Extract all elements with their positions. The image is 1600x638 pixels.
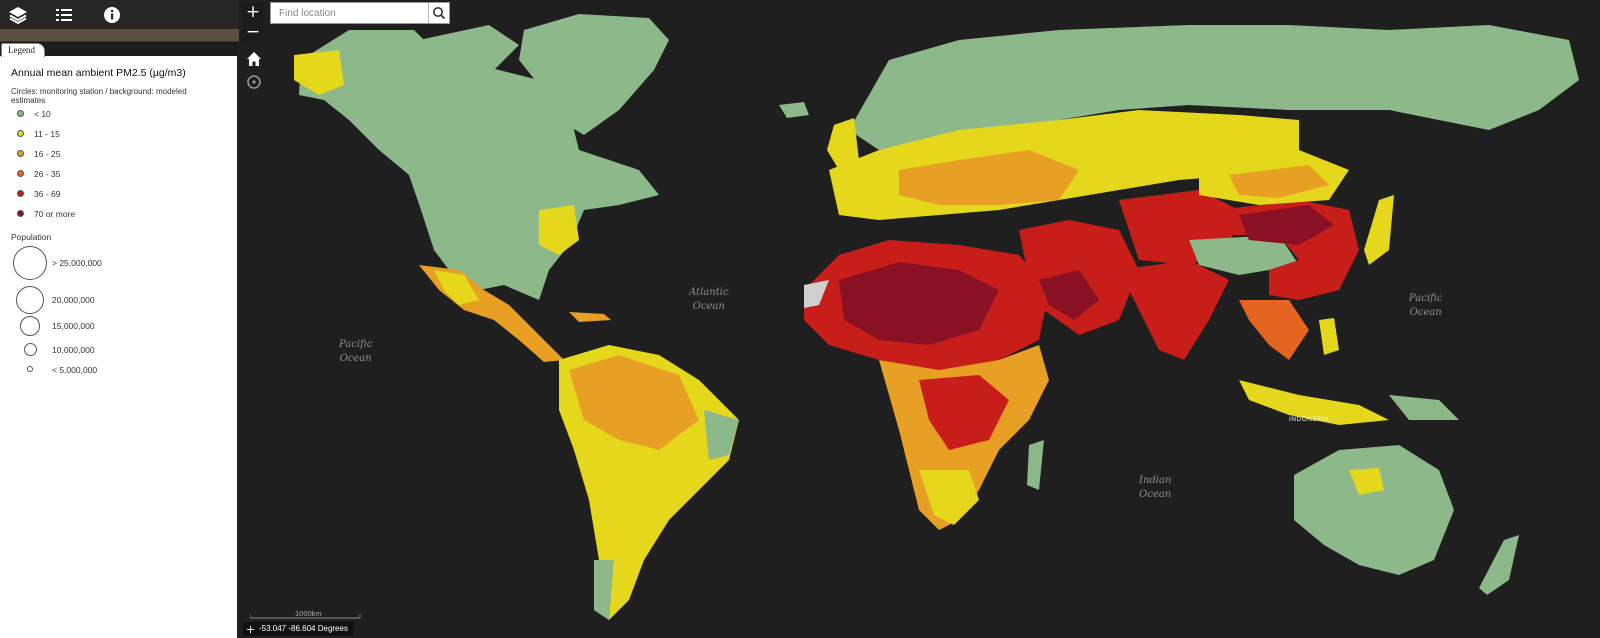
zoom-control: + − (242, 2, 264, 42)
brazil-east-green (704, 410, 739, 460)
legend-panel: Legend Annual mean ambient PM2.5 (µg/m3)… (0, 0, 239, 638)
us-east-yellow (539, 205, 579, 255)
toolbar (0, 0, 239, 29)
europe-orange (899, 150, 1079, 205)
zoom-out-button[interactable]: − (242, 22, 264, 42)
china-darkred (1239, 205, 1334, 245)
locate-icon[interactable] (245, 73, 263, 91)
population-label: < 5,000,000 (52, 365, 98, 375)
philippines-land (1319, 318, 1339, 355)
mongolia-orange (1229, 165, 1329, 198)
caribbean-islands (569, 312, 611, 322)
class-swatch (17, 190, 24, 197)
southern-africa-yellow (919, 470, 979, 525)
scandinavia-land (899, 60, 979, 140)
tab-bar (0, 42, 239, 56)
central-africa-red (919, 375, 1009, 450)
class-label: 36 - 69 (34, 189, 61, 199)
population-circle (27, 366, 33, 372)
new-zealand-land (1479, 535, 1519, 595)
indonesia-land (1239, 380, 1389, 425)
class-swatch (17, 170, 24, 177)
mexico-yellow (434, 270, 479, 305)
ocean-label-pacific-east: Pacific Ocean (1409, 293, 1443, 318)
tibet-green (1189, 235, 1299, 275)
search-input[interactable] (271, 3, 429, 23)
eurasia-green (849, 25, 1579, 150)
scalebar-label: 1000km (295, 609, 322, 618)
class-label: 26 - 35 (34, 169, 61, 179)
tab-legend[interactable]: Legend (1, 43, 45, 57)
map-canvas[interactable]: Atlantic Ocean Pacific Ocean Pacific Oce… (239, 0, 1600, 638)
header-strip (0, 29, 239, 42)
australia-land (1294, 445, 1454, 575)
india-red (1119, 260, 1229, 360)
south-america-orange (569, 355, 699, 450)
uk-land (827, 118, 859, 170)
home-icon[interactable] (244, 49, 264, 69)
population-label: 20,000,000 (52, 295, 95, 305)
sahara-darkred (839, 262, 999, 345)
population-circle (16, 286, 44, 314)
population-label: 10,000,000 (52, 345, 95, 355)
search-icon (433, 7, 446, 20)
ocean-label-atlantic: Atlantic Ocean (689, 287, 729, 312)
class-swatch (17, 130, 24, 137)
population-title: Population (11, 232, 52, 242)
ocean-label-indian: Indian Ocean (1139, 475, 1172, 500)
layers-icon[interactable] (6, 3, 30, 27)
world-map[interactable] (239, 0, 1600, 638)
class-label: 11 - 15 (34, 129, 60, 139)
ocean-label-pacific-west: Pacific Ocean (339, 339, 373, 364)
class-swatch (17, 210, 24, 217)
legend-title: Annual mean ambient PM2.5 (µg/m3) (11, 67, 186, 79)
western-sahara-grey (804, 280, 829, 308)
japan-land (1364, 195, 1394, 265)
class-label: 16 - 25 (34, 149, 61, 159)
population-circle (13, 246, 47, 280)
list-icon[interactable] (52, 3, 76, 27)
info-icon[interactable] (100, 3, 124, 27)
patagonia-green (594, 560, 614, 620)
zoom-in-button[interactable]: + (242, 2, 264, 22)
arabia-darkred (1039, 270, 1099, 320)
crosshair-icon[interactable] (247, 626, 254, 633)
place-label-indonesia: INDONESIA (1289, 416, 1330, 423)
population-circle (24, 343, 37, 356)
new-guinea-land (1389, 395, 1459, 420)
search-button[interactable] (428, 3, 449, 23)
southeast-asia-land (1239, 300, 1309, 360)
class-label: 70 or more (34, 209, 76, 219)
population-label: > 25,000,000 (52, 258, 102, 268)
legend-subtitle: Circles: monitoring station / background… (11, 87, 187, 105)
class-swatch (17, 150, 24, 157)
scalebar (250, 614, 361, 619)
alaska-yellow (294, 50, 344, 95)
search-box (270, 2, 450, 24)
iceland-land (779, 102, 809, 118)
class-label: < 10 (34, 109, 51, 119)
madagascar-land (1027, 440, 1044, 490)
population-circle (20, 316, 40, 336)
coordinate-readout: -53.047 -86.604 Degrees (243, 622, 353, 636)
australia-yellow (1349, 468, 1384, 495)
class-swatch (17, 110, 24, 117)
population-label: 15,000,000 (52, 321, 95, 331)
